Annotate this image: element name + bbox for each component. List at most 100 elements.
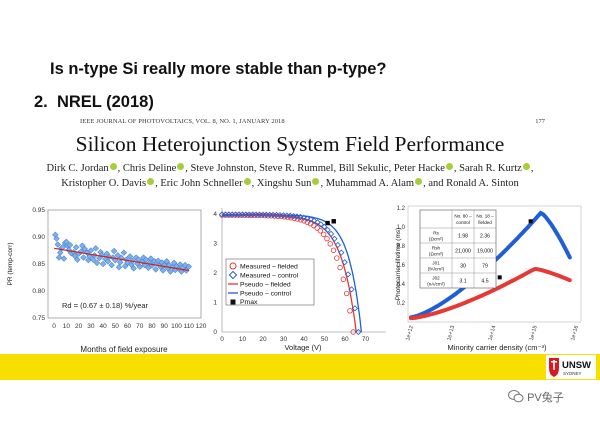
tick-label: 70 (136, 323, 144, 330)
table-cell: 21,000 (455, 249, 471, 255)
data-point (348, 286, 355, 293)
data-point (327, 241, 333, 247)
data-point (108, 261, 115, 269)
tick-label: 10 (63, 323, 71, 330)
tick-label: 70 (362, 336, 370, 343)
orcid-icon (243, 178, 251, 185)
tick-label: 0.8 (397, 244, 406, 250)
watermark: PV兔子 (508, 389, 564, 405)
tick-label: 0 (213, 329, 217, 336)
chart-pr-trend (54, 247, 189, 272)
author-text: Dirk C. Jordan (46, 163, 109, 174)
chart-pr-annotation: Rd = (0.67 ± 0.18) %/year (62, 301, 149, 310)
tick-label: 100 (171, 323, 182, 330)
measured-control-markers (218, 211, 362, 336)
tick-label: 40 (99, 323, 107, 330)
table-cell: 4.5 (481, 279, 488, 285)
section-heading: 2. NREL (2018) (34, 93, 154, 112)
data-point (239, 211, 246, 218)
chart-iv-yticks: 0 1 2 3 4 (213, 211, 217, 336)
data-point (59, 244, 66, 251)
data-point (222, 211, 229, 218)
section-title: NREL (2018) (56, 93, 154, 111)
slide-question: Is n-type Si really more stable than p-t… (50, 60, 387, 78)
tick-label: 1e+13 (446, 325, 456, 341)
data-point (261, 212, 268, 219)
tick-label: 1.2 (397, 206, 406, 212)
legend-marker-diamond-blue (228, 270, 238, 280)
data-point (331, 235, 338, 242)
unsw-logo-text: UNSW (562, 360, 591, 371)
table-cell: Rsh (432, 246, 441, 251)
orcid-icon (312, 178, 320, 185)
chart-iv-series (218, 211, 363, 336)
author-text: Kristopher O. Davis (61, 178, 147, 189)
data-point (152, 266, 159, 273)
data-point (320, 231, 327, 238)
data-point (351, 305, 359, 312)
tick-label: 2 (213, 270, 217, 277)
data-point (337, 264, 343, 271)
data-point (218, 211, 226, 218)
chart-lifetime-yticks: 0.2 0.4 0.6 0.8 1.0 1.2 (397, 206, 406, 307)
orcid-icon (147, 178, 155, 185)
authors-line-2: Kristopher O. Davis , Eric John Schneller… (35, 178, 545, 189)
data-point (92, 245, 99, 252)
data-point (163, 258, 170, 265)
tick-label: 10 (239, 336, 247, 343)
tick-label: 50 (112, 323, 120, 330)
data-point (334, 255, 340, 261)
tick-label: 20 (75, 323, 83, 330)
data-point (114, 252, 121, 259)
table-cell: 3.1 (459, 279, 466, 285)
data-point (93, 259, 101, 267)
tick-label: 110 (184, 323, 195, 330)
table-cell: (Ωcm²) (429, 252, 444, 257)
watermark-text: PV兔子 (527, 392, 564, 404)
unsw-logo: UNSW SYDNEY (546, 355, 596, 379)
data-point (355, 328, 362, 336)
data-point (259, 211, 267, 218)
table-header: No. 18 – (476, 214, 494, 219)
chart-pr-ylabel: PR (temp-corr) (7, 243, 14, 286)
table-cell: (Ωcm²) (429, 237, 444, 242)
orcid-icon (522, 163, 530, 170)
data-point (284, 214, 291, 220)
legend-label: Measured – control (240, 273, 299, 280)
legend-label: Pseudo – control (240, 291, 291, 298)
data-point (110, 247, 118, 255)
data-point (242, 211, 249, 218)
data-point (344, 271, 352, 278)
data-point (338, 249, 345, 256)
authors-line-1: Dirk C. Jordan , Chris Deline , Steve John… (35, 163, 545, 174)
data-point (283, 212, 290, 219)
footer-banner (0, 354, 600, 380)
tick-label: 90 (161, 323, 169, 330)
table-cell: J01 (432, 261, 440, 266)
chart-lifetime-xlabel: Minority carrier density (cm⁻³) (448, 343, 547, 352)
legend-marker-circle-red (229, 262, 237, 270)
table-header: fielded (478, 220, 492, 225)
tick-label: 30 (280, 336, 288, 343)
orcid-icon (177, 163, 185, 170)
data-point (252, 211, 260, 218)
data-point (126, 253, 134, 260)
tick-label: 80 (148, 323, 156, 330)
data-point (167, 268, 174, 275)
tick-label: 0.80 (32, 288, 45, 295)
data-point (232, 211, 239, 218)
chart-lifetime-xticks: 1e+12 1e+13 1e+14 1e+15 1e+16 (405, 325, 580, 341)
data-point (130, 265, 137, 272)
table-cell: 79 (482, 264, 488, 270)
tick-label: 0.4 (397, 282, 406, 288)
table-cell: Rs (433, 231, 439, 236)
tick-label: 0.85 (32, 261, 45, 268)
data-point (120, 249, 128, 256)
chart-iv-legend: Measured – fielded Measured – control Ps… (225, 258, 315, 306)
tick-label: 1 (213, 300, 217, 307)
author-text: , Muhammad A. Alam (320, 178, 415, 189)
author-text: , and Ronald A. Sinton (423, 178, 519, 189)
orcid-icon (415, 178, 423, 185)
chart-lifetime-ylabel: Photocarrier lifetime (ms) (395, 228, 402, 301)
unsw-crest-icon: UNSW SYDNEY (549, 358, 591, 377)
